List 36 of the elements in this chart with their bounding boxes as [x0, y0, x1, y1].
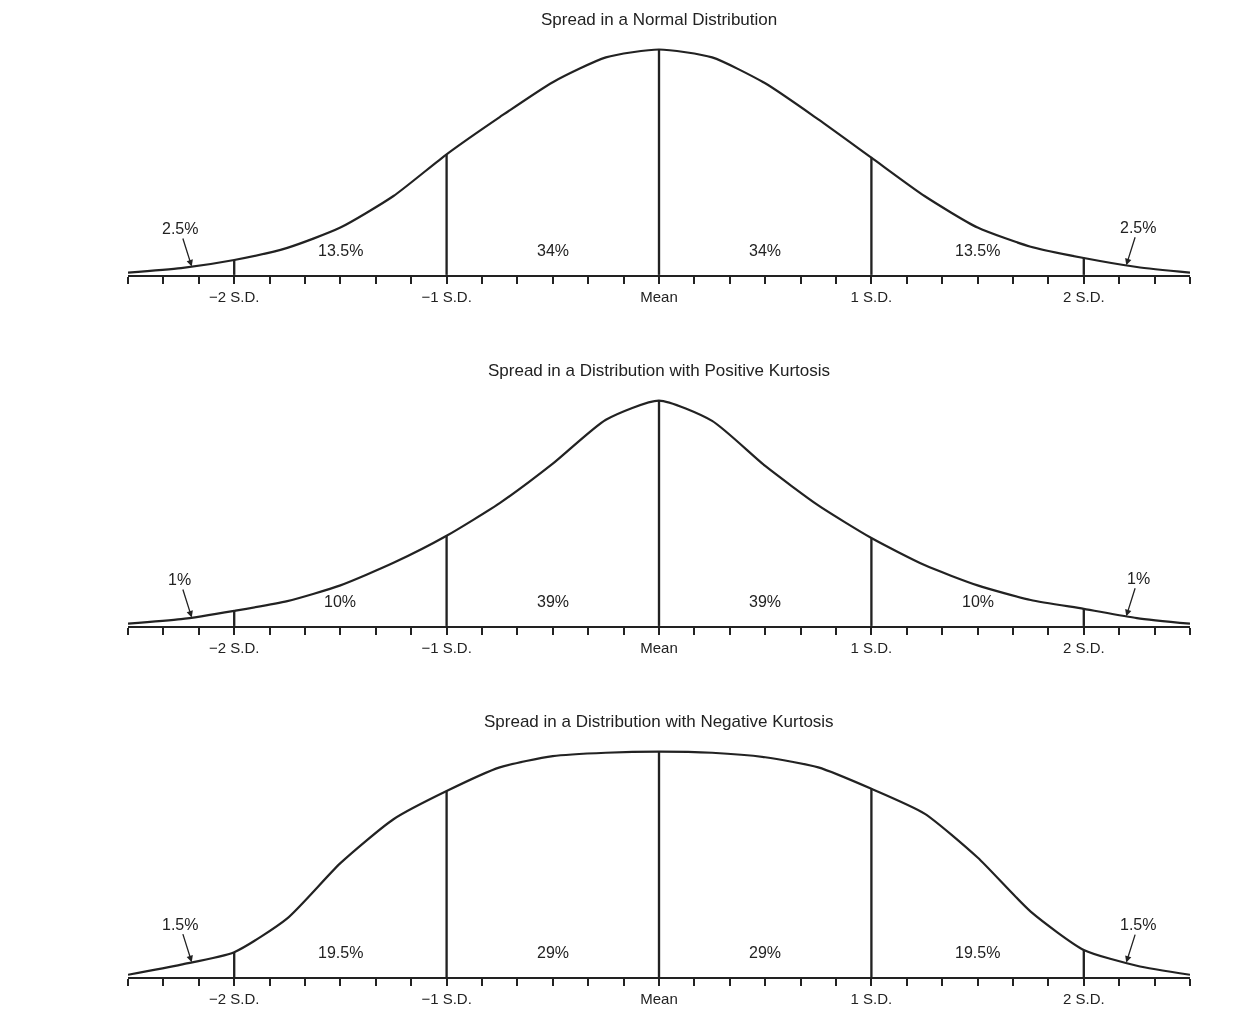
x-tick-label: Mean: [640, 638, 678, 656]
annotation: 29%: [749, 944, 782, 961]
chart-title: Spread in a Distribution with Negative Kurtosis: [484, 712, 834, 731]
x-tick-label: −1 S.D.: [421, 287, 472, 305]
x-tick-label: Mean: [640, 990, 678, 1007]
annotation: 19.5%: [318, 944, 364, 961]
x-tick-label: 1 S.D.: [850, 990, 893, 1007]
x-tick-label: −1 S.D.: [421, 638, 472, 656]
annotation: 10%: [324, 593, 357, 610]
x-tick-label: −1 S.D.: [421, 990, 472, 1007]
annotation: 39%: [537, 593, 570, 610]
annotation: 2.5%: [1120, 219, 1157, 236]
x-tick-label: 1 S.D.: [850, 638, 893, 656]
annotation: 34%: [749, 242, 782, 259]
chart-title: Spread in a Distribution with Positive Kurtosis: [488, 361, 831, 380]
annotation: 1.5%: [1120, 916, 1157, 933]
annotation: 39%: [749, 593, 782, 610]
chart-title: Spread in a Normal Distribution: [541, 10, 778, 29]
annotation: 10%: [962, 593, 995, 610]
x-tick-label: 2 S.D.: [1062, 287, 1105, 305]
annotation: 13.5%: [318, 242, 364, 259]
annotation: 29%: [537, 944, 570, 961]
annotation: 19.5%: [955, 944, 1001, 961]
annotation: 34%: [537, 242, 570, 259]
x-tick-label: −2 S.D.: [208, 990, 260, 1007]
x-tick-label: −2 S.D.: [208, 638, 260, 656]
annotation: 1%: [1127, 570, 1151, 587]
x-tick-label: Mean: [640, 287, 678, 305]
annotation: 2.5%: [162, 220, 199, 237]
x-tick-label: 2 S.D.: [1062, 638, 1105, 656]
x-tick-label: 2 S.D.: [1062, 990, 1105, 1007]
x-tick-label: −2 S.D.: [208, 287, 260, 305]
annotation: 1.5%: [162, 916, 199, 933]
annotation: 1%: [168, 571, 192, 588]
annotation: 13.5%: [955, 242, 1001, 259]
x-tick-label: 1 S.D.: [850, 287, 893, 305]
